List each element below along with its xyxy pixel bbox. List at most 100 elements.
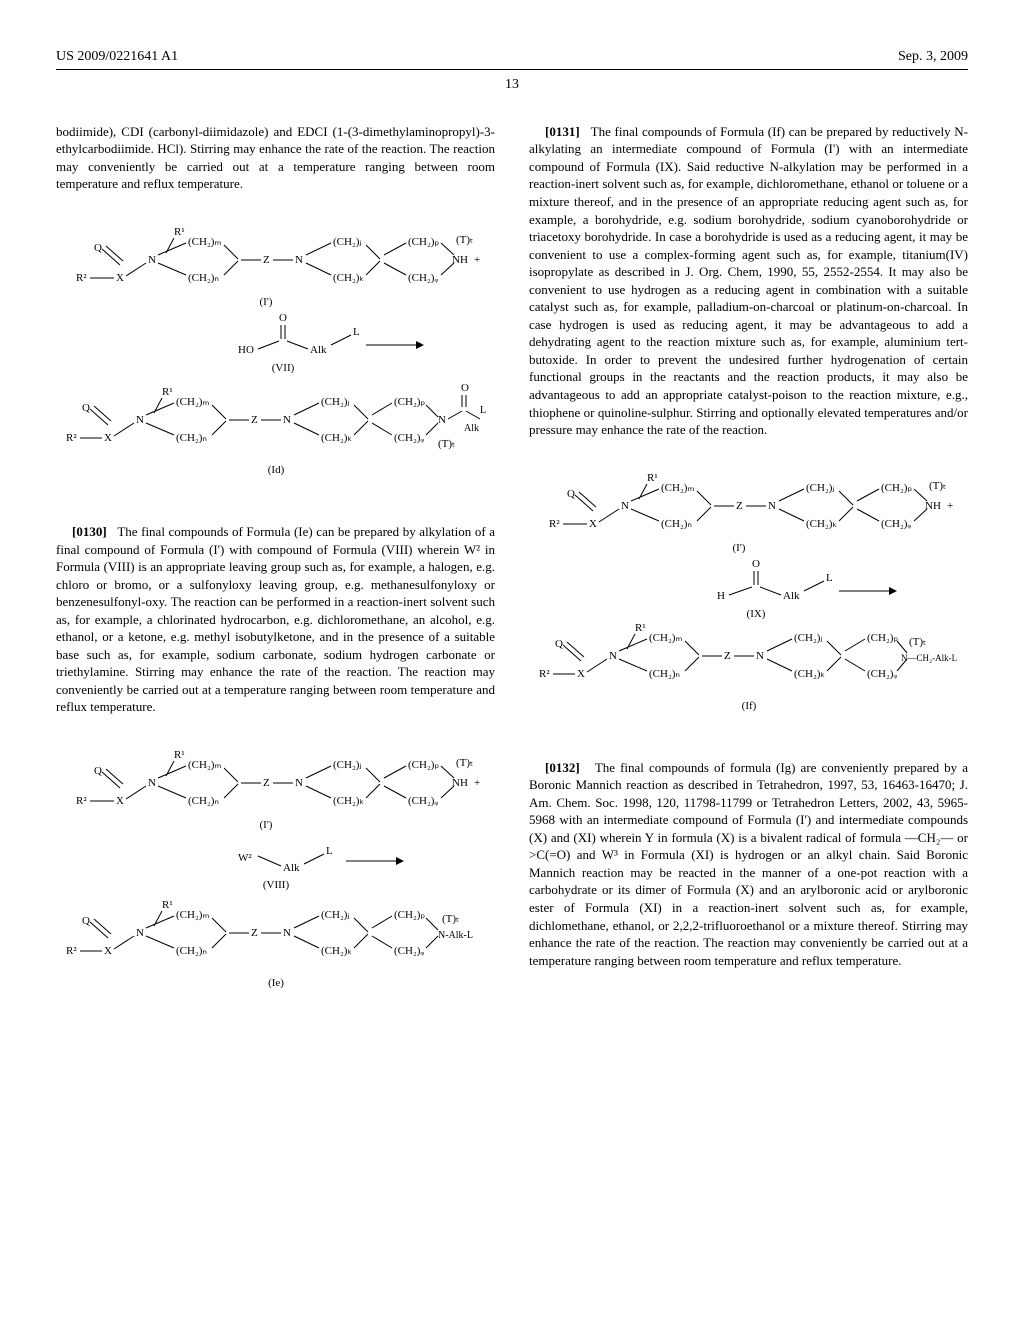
label-HO: HO	[238, 344, 254, 356]
label-O-1: O	[279, 312, 287, 324]
para-number-0132: [0132]	[545, 760, 580, 775]
svg-text:(CH₂)ₙ: (CH₂)ₙ	[176, 432, 207, 444]
svg-text:(CH₂)ₖ: (CH₂)ₖ	[794, 668, 825, 680]
svg-text:X: X	[577, 668, 585, 680]
svg-text:(CH₂)ₖ: (CH₂)ₖ	[321, 432, 352, 444]
svg-text:Q: Q	[567, 488, 575, 500]
label-R1: R¹	[174, 226, 185, 238]
svg-text:Alk: Alk	[464, 423, 479, 434]
svg-text:L: L	[826, 572, 833, 584]
para-number-0131: [0131]	[545, 124, 580, 139]
page-header: US 2009/0221641 A1 Sep. 3, 2009	[56, 48, 968, 70]
svg-text:(CH₂)ₘ: (CH₂)ₘ	[176, 396, 209, 408]
label-Id: (Id)	[267, 464, 284, 476]
label-N2: N	[295, 254, 303, 266]
svg-text:N: N	[148, 777, 156, 789]
svg-text:X: X	[589, 518, 597, 530]
label-ch2q: (CH₂)ᵩ	[408, 272, 438, 284]
label-N: N	[148, 254, 156, 266]
chemical-scheme-Id: Q R² X N R¹ (CH₂)ₘ (CH₂)ₙ Z N	[56, 213, 495, 503]
plus-1: +	[474, 254, 480, 266]
svg-text:(CH₂)ₙ: (CH₂)ₙ	[188, 795, 219, 807]
svg-text:(CH₂)ₙ: (CH₂)ₙ	[176, 945, 207, 957]
svg-text:(CH₂)ₙ: (CH₂)ₙ	[661, 518, 692, 530]
label-VII: (VII)	[271, 362, 294, 374]
label-Z: Z	[263, 254, 270, 266]
svg-text:R¹: R¹	[635, 622, 646, 634]
chemical-scheme-If: Q R² X N R¹ (CH₂)ₘ (CH₂)ₙ Z N	[529, 459, 968, 739]
svg-text:(CH₂)ᵩ: (CH₂)ᵩ	[867, 668, 897, 680]
svg-text:(CH₂)ⱼ: (CH₂)ⱼ	[321, 396, 349, 408]
svg-text:N: N	[756, 650, 764, 662]
svg-text:(CH₂)ₖ: (CH₂)ₖ	[321, 945, 352, 957]
svg-text:Z: Z	[263, 777, 270, 789]
patent-number: US 2009/0221641 A1	[56, 48, 178, 67]
svg-text:R²: R²	[76, 795, 87, 807]
svg-text:Q: Q	[82, 915, 90, 927]
label-VIII: (VIII)	[262, 879, 289, 891]
label-H: H	[717, 590, 725, 602]
svg-text:(T)ₜ: (T)ₜ	[456, 757, 473, 769]
label-ch2p: (CH₂)ₚ	[408, 236, 439, 248]
svg-text:N: N	[621, 500, 629, 512]
svg-text:NH: NH	[925, 500, 941, 512]
page-number: 13	[56, 76, 968, 95]
svg-text:X: X	[104, 432, 112, 444]
svg-text:NH: NH	[452, 777, 468, 789]
svg-text:(CH₂)ⱼ: (CH₂)ⱼ	[321, 909, 349, 921]
svg-text:N: N	[295, 777, 303, 789]
svg-text:R²: R²	[549, 518, 560, 530]
svg-text:(I'): (I')	[732, 542, 745, 554]
label-NCH2AlkL: N—CH₂-Alk-L	[901, 653, 957, 663]
label-Ie: (Ie)	[268, 977, 284, 989]
label-Alk-1: Alk	[310, 344, 327, 356]
label-Tt: (T)ₜ	[456, 234, 473, 246]
svg-text:Alk: Alk	[283, 862, 300, 874]
svg-text:Q: Q	[82, 402, 90, 414]
label-ch2m: (CH₂)ₘ	[188, 236, 221, 248]
svg-text:(CH₂)ₚ: (CH₂)ₚ	[394, 909, 425, 921]
svg-text:(CH₂)ₚ: (CH₂)ₚ	[881, 482, 912, 494]
svg-text:N: N	[609, 650, 617, 662]
svg-text:Alk: Alk	[783, 590, 800, 602]
label-NH: NH	[452, 254, 468, 266]
svg-text:N: N	[136, 414, 144, 426]
svg-text:R²: R²	[66, 432, 77, 444]
svg-text:L: L	[326, 845, 333, 857]
svg-text:R¹: R¹	[174, 749, 185, 761]
svg-text:+: +	[947, 500, 953, 512]
svg-text:(CH₂)ⱼ: (CH₂)ⱼ	[794, 632, 822, 644]
publication-date: Sep. 3, 2009	[898, 48, 968, 67]
chemical-scheme-Ie: Q R² X N R¹ (CH₂)ₘ (CH₂)ₙ Z N	[56, 736, 495, 1016]
svg-text:Q: Q	[94, 765, 102, 777]
label-ch2k: (CH₂)ₖ	[333, 272, 364, 284]
para-0130: [0130] The final compounds of Formula (I…	[56, 523, 495, 716]
svg-text:(CH₂)ₘ: (CH₂)ₘ	[176, 909, 209, 921]
svg-text:(CH₂)ₖ: (CH₂)ₖ	[806, 518, 837, 530]
svg-text:(CH₂)ⱼ: (CH₂)ⱼ	[333, 759, 361, 771]
label-Ncarbonyl: N	[438, 414, 446, 426]
svg-text:N: N	[768, 500, 776, 512]
svg-text:(CH₂)ᵩ: (CH₂)ᵩ	[408, 795, 438, 807]
svg-text:O: O	[461, 382, 469, 394]
label-NAlkL: N-Alk-L	[438, 930, 473, 941]
svg-text:(CH₂)ₖ: (CH₂)ₖ	[333, 795, 364, 807]
para-0131: [0131] The final compounds of Formula (I…	[529, 123, 968, 439]
label-IX: (IX)	[746, 608, 765, 620]
label-L-1: L	[353, 326, 360, 338]
label-Iprime-1: (I')	[259, 296, 272, 308]
svg-text:(CH₂)ₚ: (CH₂)ₚ	[408, 759, 439, 771]
svg-text:(I'): (I')	[259, 819, 272, 831]
svg-text:X: X	[104, 945, 112, 957]
svg-text:Z: Z	[251, 927, 258, 939]
svg-text:(CH₂)ⱼ: (CH₂)ⱼ	[806, 482, 834, 494]
svg-text:(CH₂)ᵩ: (CH₂)ᵩ	[394, 945, 424, 957]
svg-text:N: N	[283, 414, 291, 426]
right-column: [0131] The final compounds of Formula (I…	[529, 123, 968, 1036]
svg-text:R¹: R¹	[162, 386, 173, 398]
label-ch2n: (CH₂)ₙ	[188, 272, 219, 284]
svg-text:R¹: R¹	[162, 899, 173, 911]
svg-text:(CH₂)ₘ: (CH₂)ₘ	[661, 482, 694, 494]
left-column: bodiimide), CDI (carbonyl-diimidazole) a…	[56, 123, 495, 1036]
svg-text:R¹: R¹	[647, 472, 658, 484]
